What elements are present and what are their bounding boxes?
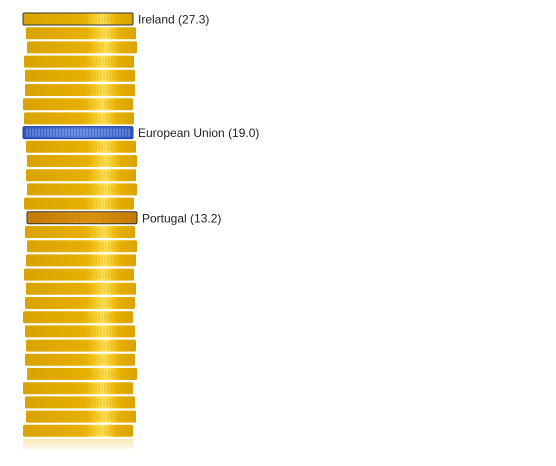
coin (27, 368, 137, 380)
coin (25, 396, 135, 409)
coin (26, 282, 136, 295)
coin (23, 424, 133, 437)
coin (24, 55, 134, 68)
label-layer: Ireland (27.3) European Union (19.0) Portu… (138, 13, 259, 226)
coin (26, 140, 136, 153)
coin (25, 325, 135, 338)
coin (25, 69, 135, 82)
coin-ireland (22, 12, 134, 26)
coin-portugal (26, 211, 138, 225)
coin (25, 226, 135, 238)
coin (26, 254, 136, 267)
coin (25, 353, 135, 366)
coin (24, 268, 134, 281)
coin (23, 382, 133, 395)
coin (26, 339, 136, 352)
coin-european-union (22, 126, 134, 140)
coin (26, 169, 136, 182)
coin (27, 240, 137, 253)
coin-fade (23, 439, 133, 450)
coin (27, 41, 137, 54)
coin (26, 410, 136, 423)
coin (23, 311, 133, 324)
coin (27, 155, 137, 167)
coin (24, 112, 134, 125)
coin (25, 297, 135, 309)
coin-layer (22, 12, 138, 450)
label-portugal: Portugal (13.2) (142, 211, 221, 225)
label-european-union: European Union (19.0) (138, 126, 259, 140)
label-ireland: Ireland (27.3) (138, 13, 209, 27)
coin (23, 98, 133, 111)
coin (24, 197, 134, 210)
coin (25, 84, 135, 96)
coin (27, 183, 137, 196)
coin (26, 27, 136, 40)
